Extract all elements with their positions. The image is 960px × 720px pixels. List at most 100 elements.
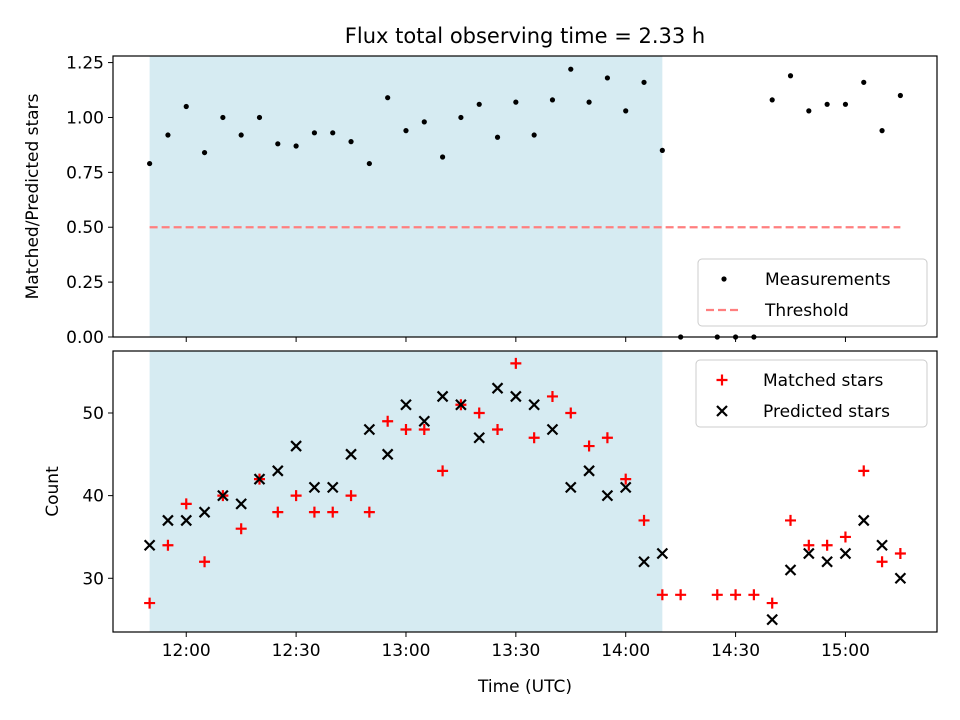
bottom-series bbox=[143, 357, 907, 626]
x-tick-label: 15:00 bbox=[821, 641, 870, 661]
predicted-stars-point bbox=[510, 390, 522, 403]
measurements-point bbox=[330, 130, 336, 136]
predicted-stars-point bbox=[436, 390, 449, 403]
predicted-stars-point bbox=[418, 415, 431, 428]
predicted-stars-point bbox=[857, 514, 870, 527]
legend-swatch-predicted-stars bbox=[716, 405, 728, 417]
measurements-point bbox=[494, 134, 501, 140]
x-tick-label: 14:00 bbox=[601, 641, 650, 661]
matched-stars-point bbox=[785, 514, 797, 526]
predicted-stars-point bbox=[290, 440, 302, 452]
predicted-stars-point bbox=[253, 473, 266, 485]
y-tick-label: 30 bbox=[82, 569, 104, 589]
measurements-point bbox=[586, 99, 592, 105]
matched-stars-point bbox=[272, 506, 284, 518]
matched-stars-point bbox=[565, 407, 577, 419]
matched-stars-point bbox=[290, 490, 302, 502]
legend-label: Predicted stars bbox=[763, 402, 890, 422]
measurements-point bbox=[421, 119, 427, 125]
matched-stars-point bbox=[162, 539, 174, 551]
matched-stars-point bbox=[858, 465, 870, 477]
measurements-point bbox=[147, 160, 153, 167]
measurements-point bbox=[275, 141, 281, 147]
chart-title: Flux total observing time = 2.33 h bbox=[345, 24, 705, 48]
x-tick-label: 13:00 bbox=[381, 641, 430, 661]
predicted-stars-point bbox=[766, 613, 778, 626]
matched-stars-point bbox=[601, 432, 613, 444]
measurements-point bbox=[842, 101, 849, 107]
matched-stars-point bbox=[492, 424, 504, 436]
legend-label: Measurements bbox=[765, 270, 891, 290]
predicted-stars-point bbox=[143, 539, 156, 551]
x-axis-label: Time (UTC) bbox=[477, 677, 572, 697]
matched-stars-point bbox=[638, 514, 650, 526]
predicted-stars-point bbox=[546, 423, 559, 436]
predicted-stars-point bbox=[345, 448, 357, 461]
measurements-point bbox=[549, 97, 556, 103]
measurements-point bbox=[385, 95, 391, 101]
matched-stars-point bbox=[327, 506, 339, 518]
top-shaded-region bbox=[149, 56, 663, 337]
predicted-stars-point bbox=[180, 514, 193, 527]
predicted-stars-point bbox=[235, 498, 247, 510]
predicted-stars-point bbox=[638, 555, 650, 568]
measurements-point bbox=[458, 114, 464, 121]
x-tick-label: 12:00 bbox=[162, 641, 211, 661]
matched-stars-point bbox=[839, 531, 851, 543]
matched-stars-point bbox=[473, 407, 485, 419]
predicted-stars-point bbox=[839, 547, 852, 560]
y-tick-label: 40 bbox=[82, 487, 104, 507]
measurements-point bbox=[256, 114, 263, 121]
measurements-point bbox=[440, 154, 446, 160]
measurements-point bbox=[659, 147, 665, 153]
matched-stars-point bbox=[144, 597, 156, 609]
predicted-stars-point bbox=[198, 506, 211, 518]
top-series bbox=[147, 66, 903, 340]
measurements-point bbox=[311, 130, 318, 136]
matched-stars-point bbox=[821, 539, 833, 551]
x-tick-label: 14:30 bbox=[711, 641, 760, 661]
predicted-stars-point bbox=[217, 489, 229, 502]
matched-stars-point bbox=[510, 357, 522, 369]
predicted-stars-point bbox=[473, 432, 485, 444]
matched-stars-point bbox=[400, 424, 412, 436]
matched-stars-point bbox=[766, 597, 778, 609]
measurements-point bbox=[165, 132, 171, 138]
bottom-legend: Matched stars Predicted stars bbox=[695, 359, 928, 428]
measurements-point bbox=[824, 101, 830, 107]
measurements-point bbox=[513, 99, 519, 105]
measurements-point bbox=[476, 101, 482, 107]
measurements-point bbox=[366, 160, 372, 167]
y-tick-label: 1.25 bbox=[66, 54, 104, 74]
measurements-point bbox=[861, 79, 867, 85]
measurements-point bbox=[897, 92, 903, 99]
bottom-panel: 30 40 50 12:00 12:30 13:00 13:30 14:00 14:30 15:… bbox=[43, 350, 938, 661]
matched-stars-point bbox=[363, 506, 375, 518]
measurements-point bbox=[769, 97, 775, 103]
matched-stars-point bbox=[675, 589, 687, 601]
predicted-stars-point bbox=[455, 398, 467, 411]
matched-stars-point bbox=[382, 415, 394, 427]
matched-stars-point bbox=[620, 473, 632, 485]
legend-swatch-measurements bbox=[721, 276, 727, 282]
measurements-point bbox=[806, 108, 812, 114]
x-tick-label: 13:30 bbox=[491, 641, 540, 661]
predicted-stars-point bbox=[308, 481, 321, 494]
predicted-stars-point bbox=[326, 481, 339, 494]
measurements-point bbox=[348, 139, 354, 145]
measurements-point bbox=[604, 75, 611, 81]
matched-stars-point bbox=[730, 589, 742, 601]
predicted-stars-point bbox=[784, 564, 797, 576]
measurements-point bbox=[568, 66, 574, 72]
matched-stars-point bbox=[308, 506, 320, 518]
top-axes-frame bbox=[112, 55, 938, 338]
measurements-point bbox=[531, 132, 537, 138]
measurements-point bbox=[641, 79, 647, 85]
measurements-point bbox=[201, 149, 208, 156]
measurements-point bbox=[403, 128, 409, 134]
predicted-stars-point bbox=[601, 489, 614, 502]
matched-stars-point bbox=[748, 589, 760, 601]
predicted-stars-point bbox=[528, 398, 540, 411]
bottom-shaded-region bbox=[149, 351, 663, 632]
y-tick-label: 50 bbox=[82, 404, 104, 424]
